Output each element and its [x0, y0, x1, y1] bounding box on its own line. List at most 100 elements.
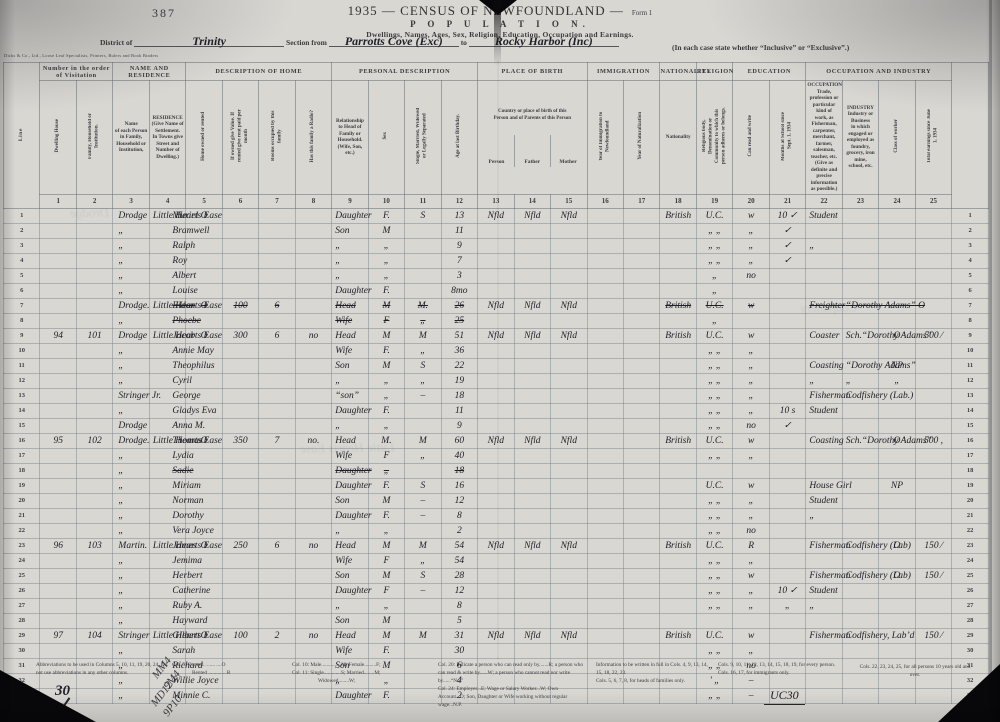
cell-sex: F. — [367, 642, 406, 659]
cell-earn — [914, 237, 953, 254]
cell-bm: Nfld — [550, 207, 588, 224]
cell-rad — [294, 507, 333, 524]
cell-ind: “Dorothy Adams” O — [841, 297, 925, 314]
cell-bm — [550, 582, 588, 599]
cell-sch — [768, 522, 807, 539]
given-name: Phoebe — [172, 315, 201, 326]
cell-name: „ Norman — [112, 492, 204, 509]
entry-value: M. — [417, 300, 429, 311]
cell-rw — [732, 612, 770, 629]
cell-rad — [294, 297, 333, 314]
cell-bm — [550, 417, 588, 434]
cell-occ: Fisherman — [805, 537, 850, 554]
cell-name: „ Phoebe — [112, 312, 201, 329]
entry-value: Son — [335, 660, 350, 671]
entry-value: w — [747, 330, 755, 341]
vertical-header-label: Home owned or rented — [200, 111, 206, 161]
footer-info-full-legend: Information to be written in full in Col… — [596, 662, 708, 686]
entry-value: „ — [711, 285, 718, 296]
cell-sch — [768, 447, 807, 464]
cell-val — [221, 462, 260, 479]
cell-fam — [75, 597, 114, 614]
cell-bf — [513, 687, 552, 704]
cell-rlg: „ „ — [695, 522, 734, 539]
entry-value: „ „ — [708, 225, 722, 236]
entry-value: „ — [383, 525, 390, 536]
cell-name: Drodge. Thomas — [112, 432, 203, 449]
cell-yn — [622, 357, 661, 374]
cell-earn — [914, 387, 953, 404]
cell-own — [185, 687, 223, 704]
column-number: 14 — [513, 193, 552, 209]
cell-rlg: „ „ — [695, 447, 734, 464]
cell-bp: Nfld — [477, 432, 515, 449]
cell-bp: Nfld — [477, 537, 515, 554]
page-number: 387 — [152, 6, 176, 20]
cell-sex: F — [367, 582, 406, 599]
entry-value: „ — [894, 375, 900, 386]
header-cell: Single, Married, Widowed or Legally Sepa… — [404, 80, 442, 195]
cell-rel: Head — [331, 432, 369, 449]
cell-dw — [39, 267, 77, 284]
cell-bp: Nfld — [477, 207, 515, 224]
entry-value: 150 ⁄ — [924, 630, 943, 641]
census-row: 3 „ Ralph „ „ 9 „ „ „ ✓ „ 3 — [2, 237, 989, 254]
cell-mar — [404, 687, 442, 704]
line-number: 25 — [951, 567, 989, 584]
cell-val — [221, 552, 260, 569]
entry-value: no — [746, 420, 756, 431]
cell-rlg: „ „ — [695, 567, 734, 584]
census-row: 22 „ Vera Joyce „ „ 2 „ „ no 22 — [2, 522, 989, 539]
census-row: 17 „ Lydia Wife F „ 40 „ „ „ 17 — [2, 447, 989, 464]
cell-bf — [513, 552, 552, 569]
cell-fam — [75, 582, 114, 599]
cell-rad — [294, 492, 333, 509]
cell-sch — [768, 327, 807, 344]
header-cell: Line — [2, 62, 41, 209]
cell-occ: Freighter — [805, 297, 845, 314]
cell-rm — [258, 282, 296, 299]
cell-ind — [841, 252, 880, 269]
cell-mar: M — [404, 537, 442, 554]
cell-mar: M. — [404, 297, 442, 314]
cell-rel: „ — [331, 522, 369, 539]
line-number: 23 — [2, 537, 41, 554]
district-section-line: District of Trinity Section from Parrott… — [100, 35, 670, 47]
entry-value: „ — [383, 390, 390, 401]
cell-ind — [841, 267, 880, 284]
line-number: 16 — [951, 432, 989, 449]
cell-val — [221, 282, 260, 299]
entry-value: Head — [335, 630, 356, 641]
column-number: 17 — [622, 193, 661, 209]
cell-occ: Coasting — [805, 357, 844, 374]
entry-value: Fisherman — [809, 540, 851, 551]
entry-value: 3 — [456, 270, 462, 281]
surname: „ — [118, 510, 124, 521]
cell-sex: M — [367, 222, 406, 239]
entry-value: M — [418, 630, 427, 641]
cell-sch: 10 ✓ — [768, 207, 807, 224]
entry-value: „ — [748, 255, 754, 266]
line-number: 1 — [2, 207, 41, 224]
cell-cls — [878, 552, 916, 569]
header-cell: Name of each Person in Family, Household… — [112, 80, 150, 195]
entry-value: Nfld — [487, 630, 505, 641]
cell-sex: M — [367, 567, 406, 584]
district-value: Trinity — [134, 35, 285, 47]
entry-value: no — [746, 525, 756, 536]
entry-value: Son — [335, 225, 350, 236]
cell-earn — [914, 447, 953, 464]
col11-legend: Col. 11: Single.............S; Married..… — [292, 669, 381, 676]
cell-val — [221, 312, 260, 329]
entry-value: „ — [748, 510, 754, 521]
cell-rlg: U.C. — [695, 327, 734, 344]
cell-mar — [404, 252, 442, 269]
surname: „ — [118, 225, 124, 236]
cell-ind — [841, 507, 880, 524]
entry-value: 28 — [454, 570, 465, 581]
cell-occ: Student — [805, 402, 843, 419]
cell-rm — [258, 417, 296, 434]
cell-name: „ Ralph — [112, 237, 195, 254]
cell-fam — [75, 522, 114, 539]
